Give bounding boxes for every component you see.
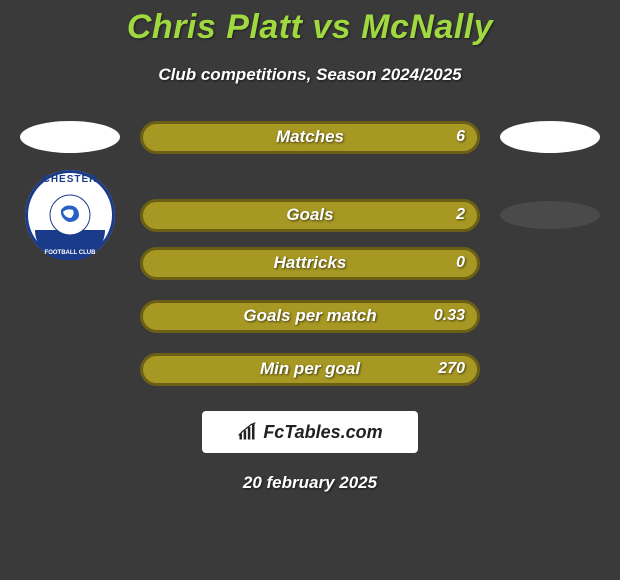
stat-bar: Matches 6 <box>140 121 480 154</box>
left-slot <box>20 349 120 389</box>
badge-lion-icon <box>40 185 100 245</box>
stat-value: 0.33 <box>434 307 465 325</box>
stat-bar: Goals 2 <box>140 199 480 232</box>
stat-bar: Min per goal 270 <box>140 353 480 386</box>
stat-row: Goals per match 0.33 <box>0 296 620 336</box>
stats-chart: Matches 6 CHESTER FOOTBALL CLUB <box>0 117 620 389</box>
stat-value: 2 <box>456 206 465 224</box>
club-badge: CHESTER FOOTBALL CLUB <box>25 170 115 260</box>
placeholder-ellipse-dark <box>500 201 600 229</box>
chart-icon <box>237 422 257 442</box>
stat-bar: Goals per match 0.33 <box>140 300 480 333</box>
stat-label: Min per goal <box>260 359 360 379</box>
right-slot <box>500 296 600 336</box>
placeholder-ellipse <box>500 121 600 153</box>
stat-value: 270 <box>438 360 465 378</box>
right-slot <box>500 117 600 157</box>
brand-text: FcTables.com <box>263 422 382 443</box>
stat-bar: Hattricks 0 <box>140 247 480 280</box>
right-slot <box>500 349 600 389</box>
stat-value: 6 <box>456 128 465 146</box>
left-slot <box>20 296 120 336</box>
date-text: 20 february 2025 <box>0 473 620 493</box>
badge-bottom-text: FOOTBALL CLUB <box>25 250 115 256</box>
stat-row: Min per goal 270 <box>0 349 620 389</box>
left-slot <box>20 117 120 157</box>
stat-row: Matches 6 <box>0 117 620 157</box>
badge-top-text: CHESTER <box>25 174 115 185</box>
stat-label: Goals per match <box>243 306 376 326</box>
stat-label: Hattricks <box>274 253 347 273</box>
brand-badge: FcTables.com <box>202 411 418 453</box>
stat-label: Goals <box>286 205 333 225</box>
right-slot <box>500 195 600 235</box>
stat-value: 0 <box>456 254 465 272</box>
comparison-title: Chris Platt vs McNally <box>0 0 620 47</box>
placeholder-ellipse <box>20 121 120 153</box>
comparison-subtitle: Club competitions, Season 2024/2025 <box>0 65 620 85</box>
stat-label: Matches <box>276 127 344 147</box>
right-slot <box>500 243 600 283</box>
